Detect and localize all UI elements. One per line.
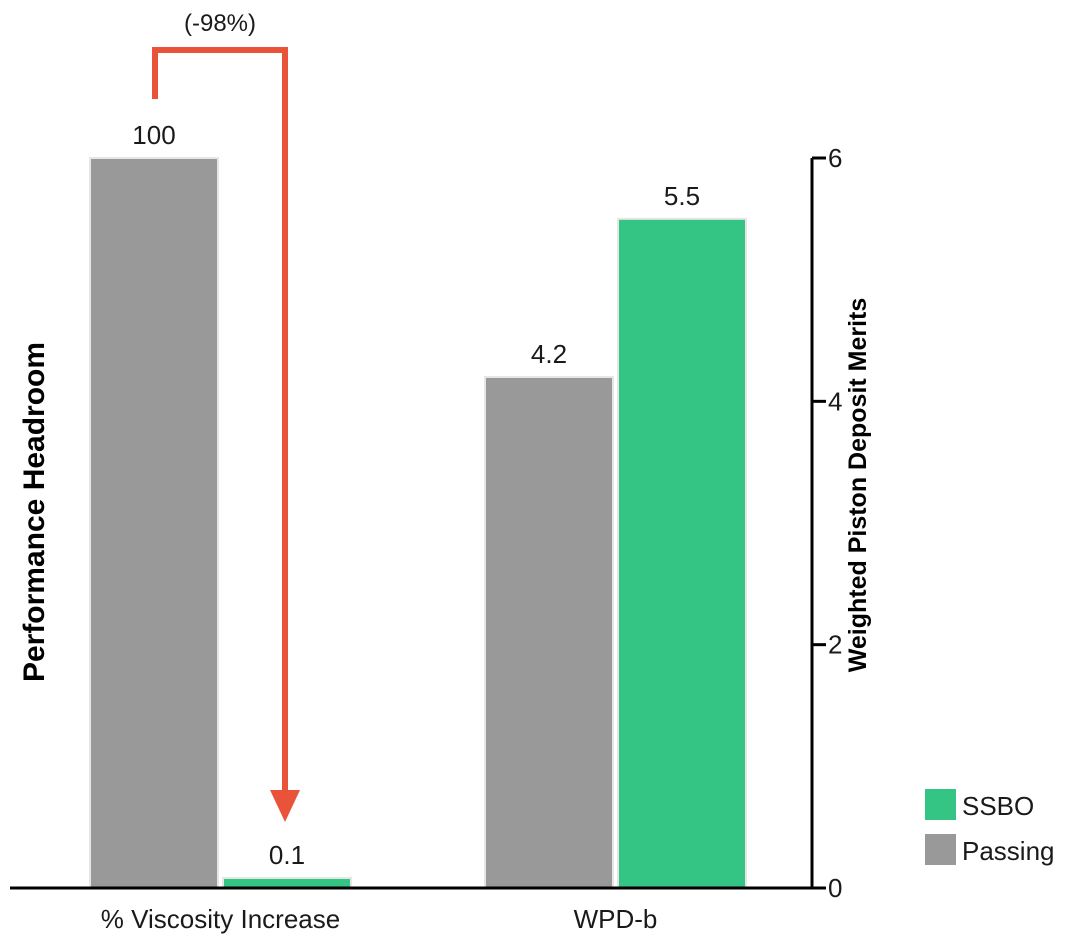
legend-swatch-passing bbox=[925, 834, 956, 865]
category-label-0: % Viscosity Increase bbox=[101, 904, 340, 934]
category-label-1: WPD-b bbox=[574, 904, 658, 934]
data-label-passing-1: 4.2 bbox=[531, 339, 567, 369]
legend-label-passing: Passing bbox=[962, 836, 1055, 866]
right-axis-tick-label-2: 2 bbox=[828, 630, 842, 660]
right-axis-tick-label-4: 4 bbox=[828, 386, 842, 416]
data-label-ssbo-0: 0.1 bbox=[269, 840, 305, 870]
bar-passing-0 bbox=[90, 158, 218, 888]
right-axis-title: Weighted Piston Deposit Merits bbox=[844, 298, 872, 673]
annotation-label: (-98%) bbox=[184, 10, 256, 37]
bar-ssbo-1 bbox=[618, 219, 746, 888]
legend-label-ssbo: SSBO bbox=[962, 791, 1034, 821]
legend-layer: SSBO Passing bbox=[925, 789, 1055, 866]
legend-swatch-ssbo bbox=[925, 789, 956, 820]
data-label-ssbo-1: 5.5 bbox=[664, 181, 700, 211]
right-axis-tick-label-0: 0 bbox=[828, 873, 842, 903]
bars-layer bbox=[90, 158, 746, 888]
bar-passing-1 bbox=[485, 377, 613, 888]
left-axis-title: Performance Headroom bbox=[18, 342, 51, 682]
annotation-arrow-head bbox=[270, 790, 300, 822]
data-label-passing-0: 100 bbox=[132, 120, 175, 150]
right-axis-tick-label-6: 6 bbox=[828, 143, 842, 173]
